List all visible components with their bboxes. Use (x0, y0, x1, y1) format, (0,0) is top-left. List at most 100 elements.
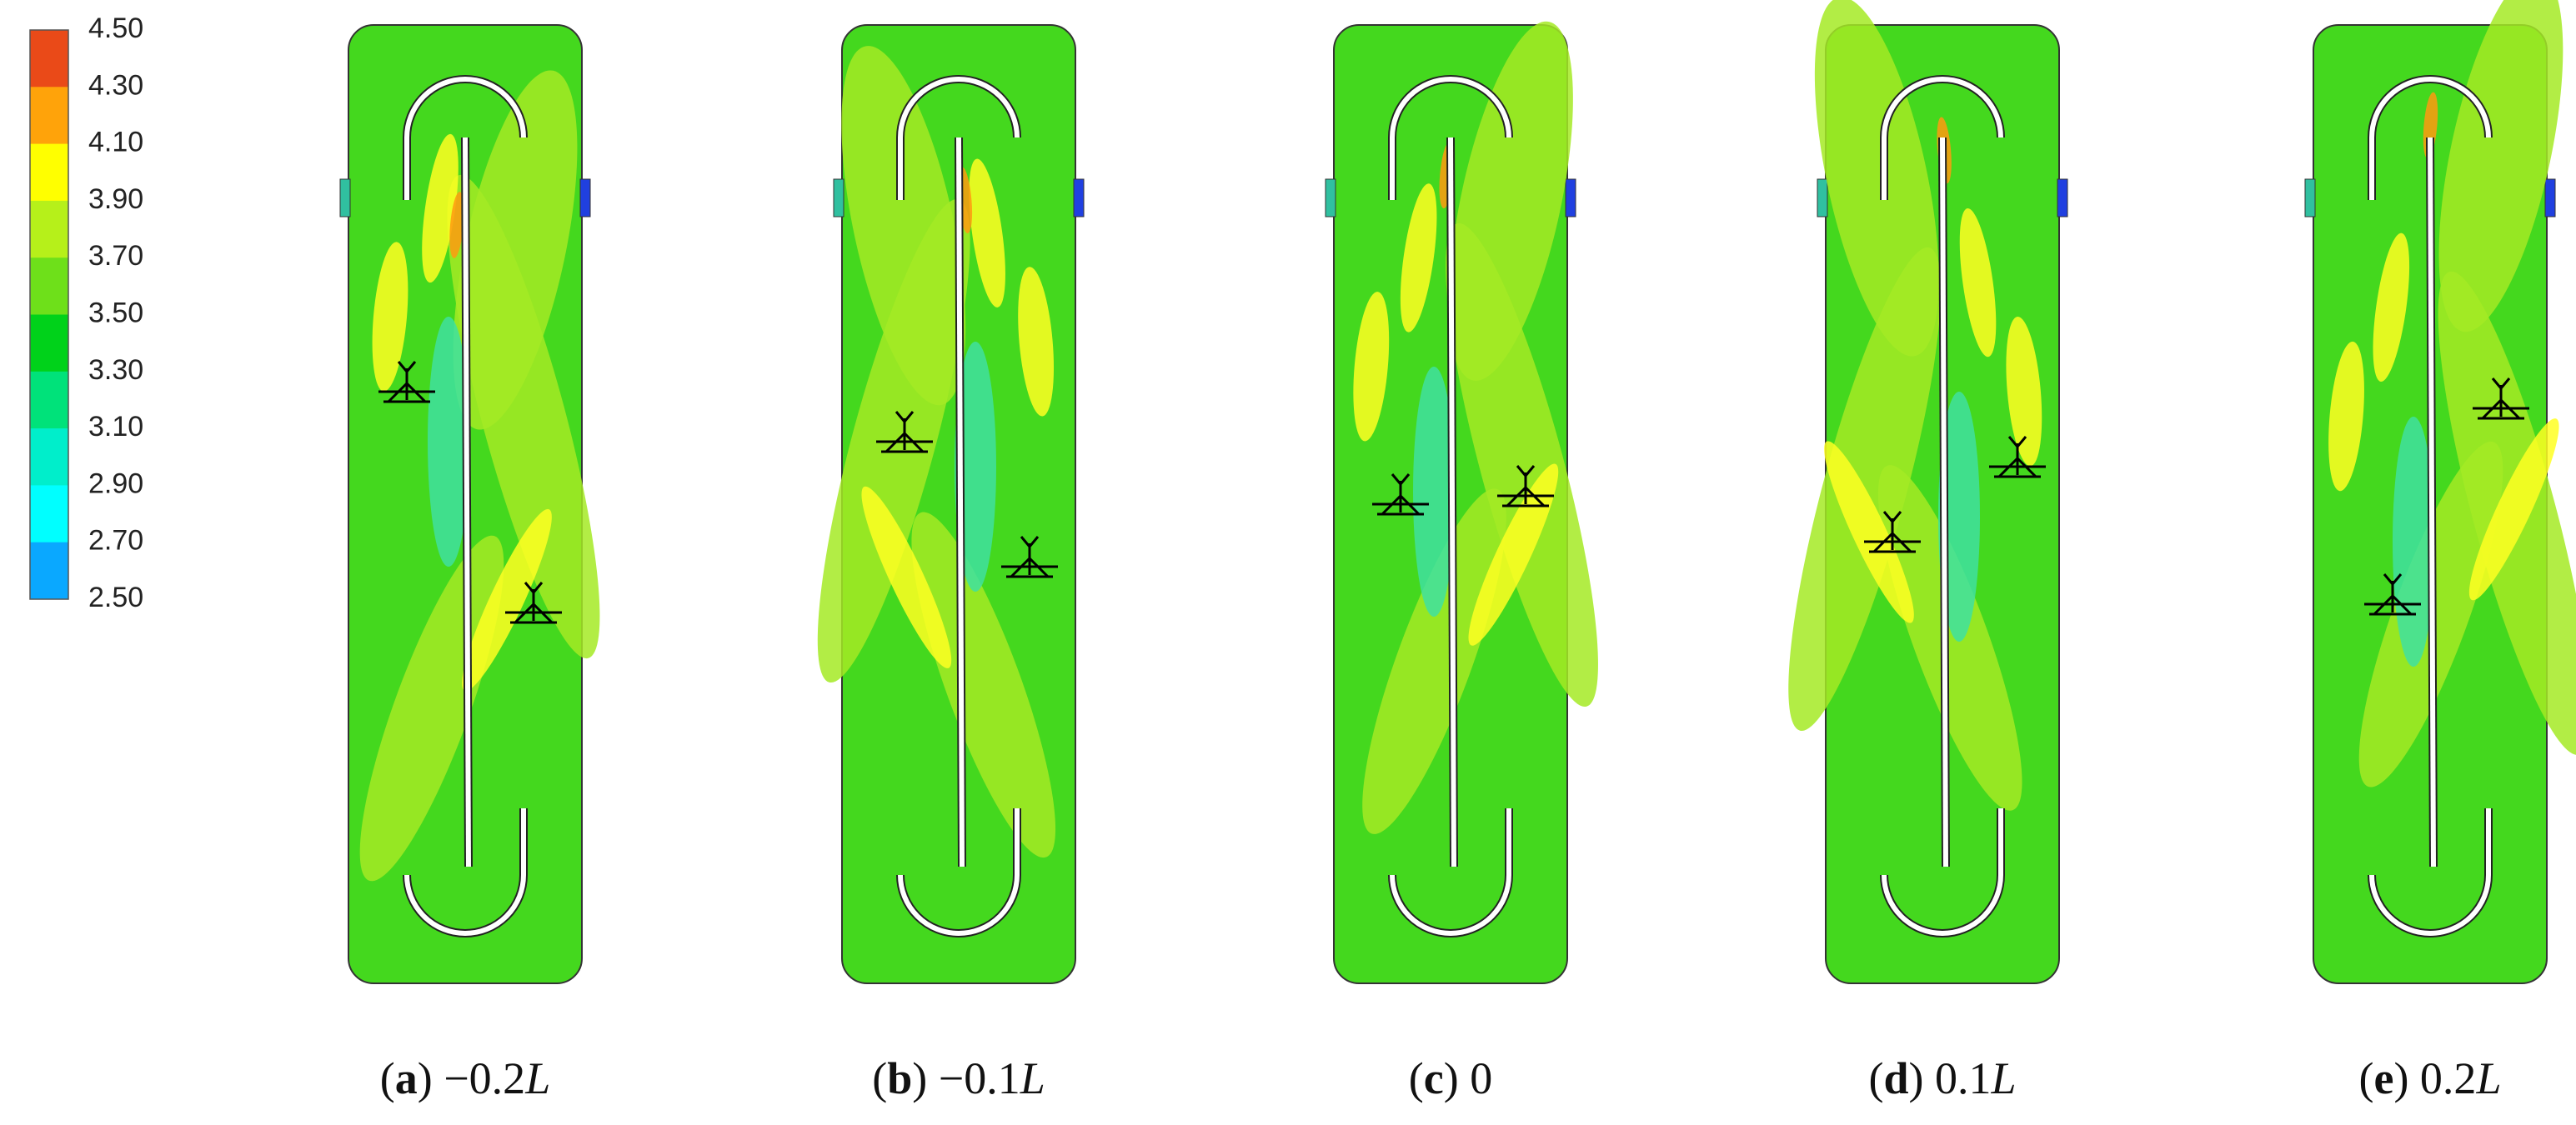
port (2304, 178, 2316, 218)
baffle (2428, 137, 2436, 868)
legend-swatch (30, 314, 68, 372)
turbine-body (1497, 465, 1554, 508)
flow-region (2006, 316, 2042, 467)
caption-part: ( (380, 1053, 395, 1103)
baffle (956, 137, 965, 868)
legend-swatch (30, 371, 68, 429)
legend-swatch (30, 542, 68, 600)
flow-region (447, 174, 600, 659)
flow-region (1413, 367, 1455, 617)
caption-part: ) −0.2 (418, 1053, 525, 1103)
port (579, 178, 591, 218)
port (833, 178, 844, 218)
flow-region (1353, 292, 1390, 442)
legend-swatch (30, 143, 68, 202)
flow-region (422, 133, 459, 283)
flow-region (911, 512, 1056, 858)
caption-part: ( (1409, 1053, 1424, 1103)
flow-region (1446, 222, 1598, 708)
port (1817, 178, 1828, 218)
contour-panel (1788, 0, 2068, 984)
hook (1390, 808, 1511, 936)
caption-part: d (1883, 1053, 1908, 1103)
turbine (2364, 573, 2421, 616)
turbine-body (505, 582, 562, 624)
contour-panel (817, 24, 1085, 984)
turbine-body (378, 361, 435, 403)
baffle (1940, 137, 1948, 868)
turbine-body (1372, 473, 1429, 516)
hook (1390, 77, 1511, 200)
hook (1882, 77, 2003, 200)
panel-caption: (c) 0 (1409, 1053, 1492, 1103)
legend-label: 3.10 (88, 411, 143, 442)
turbine (1989, 436, 2046, 478)
flow-region (955, 342, 996, 592)
turbine (378, 361, 435, 403)
port (2057, 178, 2068, 218)
caption-part: e (2373, 1053, 2393, 1103)
legend-swatch (30, 200, 68, 258)
contour-panel (1325, 21, 1598, 984)
turbine-body (1989, 436, 2046, 478)
caption-part: ) 0.2 (2393, 1053, 2476, 1103)
turbine-body (2364, 573, 2421, 616)
turbine-body (2473, 378, 2529, 420)
contour-panel (339, 24, 600, 984)
legend-label: 2.50 (88, 582, 143, 613)
hook (2369, 77, 2491, 200)
turbine (1497, 465, 1554, 508)
panel-caption: (e) 0.2L (2359, 1053, 2502, 1103)
caption-part: L (524, 1053, 550, 1103)
caption-part: L (1990, 1053, 2016, 1103)
legend-label: 2.70 (88, 525, 143, 557)
flow-region (449, 192, 464, 258)
legend-swatch (30, 87, 68, 145)
caption-part: ( (2359, 1053, 2374, 1103)
legend-label: 3.90 (88, 183, 143, 215)
turbine (1864, 511, 1921, 553)
legend-swatch (30, 30, 68, 88)
caption-part: ( (1868, 1053, 1883, 1103)
legend-swatch (30, 428, 68, 486)
legend-label: 3.50 (88, 297, 143, 328)
hook (1882, 808, 2003, 936)
baffle (1448, 137, 1456, 868)
port (1565, 178, 1576, 218)
hook (898, 77, 1020, 200)
flow-region (428, 317, 469, 567)
turbine-body (1864, 511, 1921, 553)
port (1073, 178, 1085, 218)
caption-part: ) 0 (1444, 1053, 1492, 1103)
contour-panel (2304, 0, 2576, 984)
caption-part: ( (872, 1053, 887, 1103)
turbine-body (876, 411, 933, 453)
caption-part: L (2475, 1053, 2501, 1103)
flow-region (1400, 183, 1437, 332)
flow-region (2328, 341, 2364, 492)
legend-frame (29, 29, 69, 600)
caption-part: ) −0.1 (912, 1053, 1020, 1103)
port (1325, 178, 1336, 218)
flow-region (969, 158, 1005, 308)
hook (898, 808, 1020, 936)
flow-region (2468, 418, 2559, 601)
turbine (505, 582, 562, 624)
hook (2369, 808, 2491, 936)
turbine-body (1001, 536, 1058, 578)
legend-label: 2.90 (88, 468, 143, 499)
panel-caption: (b) −0.1L (872, 1053, 1045, 1103)
legend-label: 3.30 (88, 354, 143, 386)
baffle (463, 137, 471, 868)
flow-region (1824, 441, 1914, 623)
panel-caption: (a) −0.2L (380, 1053, 550, 1103)
caption-part: L (1020, 1053, 1045, 1103)
flow-region (1362, 488, 1506, 834)
legend-label: 4.30 (88, 69, 143, 101)
caption-part: a (395, 1053, 418, 1103)
turbine (2473, 378, 2529, 420)
flow-region (861, 486, 952, 668)
flow-region (2373, 232, 2410, 382)
flow-region (372, 242, 408, 392)
